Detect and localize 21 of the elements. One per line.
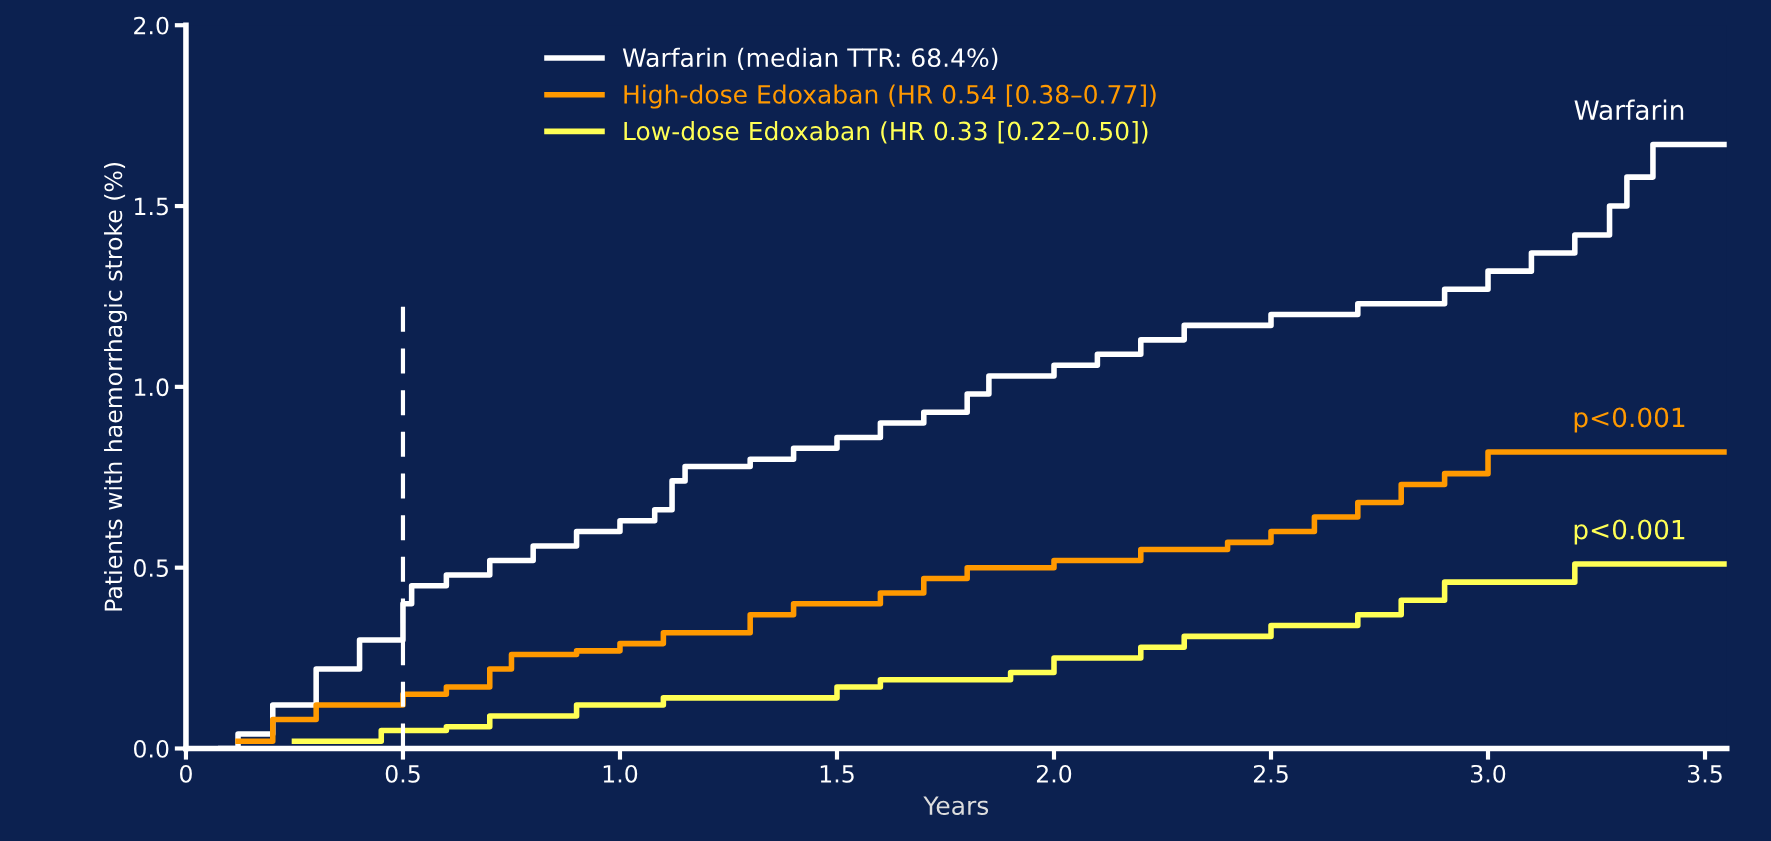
legend-label: Low-dose Edoxaban (HR 0.33 [0.22–0.50]) xyxy=(624,121,1148,144)
y-tick-label: 0.0 xyxy=(133,739,169,758)
x-tick-label: 0 xyxy=(180,764,192,783)
legend-label: High-dose Edoxaban (HR 0.54 [0.38–0.77]) xyxy=(624,84,1156,109)
x-tick-label: 2.0 xyxy=(1036,764,1072,783)
x-axis-title: Years xyxy=(923,796,989,815)
y-tick-label: 2.0 xyxy=(134,16,169,35)
y-tick-label: 1.0 xyxy=(135,378,169,397)
annotation: Warfarin xyxy=(1574,99,1684,121)
x-tick-label: 1.0 xyxy=(603,764,638,783)
y-tick-label: 0.5 xyxy=(133,559,168,577)
y-axis-title: Patients with haemorrhagic stroke (%) xyxy=(104,162,127,611)
x-tick-label: 0.5 xyxy=(385,764,420,783)
legend-label: Warfarin (median TTR: 68.4%) xyxy=(622,47,998,71)
x-tick-label: 1.5 xyxy=(820,765,854,783)
annotation: p<0.001 xyxy=(1574,519,1685,545)
x-tick-label: 3.5 xyxy=(1688,764,1722,783)
y-tick-label: 1.5 xyxy=(135,197,168,216)
annotation: p<0.001 xyxy=(1574,407,1685,433)
x-tick-label: 2.5 xyxy=(1253,764,1288,783)
x-tick-label: 3.0 xyxy=(1471,764,1506,783)
